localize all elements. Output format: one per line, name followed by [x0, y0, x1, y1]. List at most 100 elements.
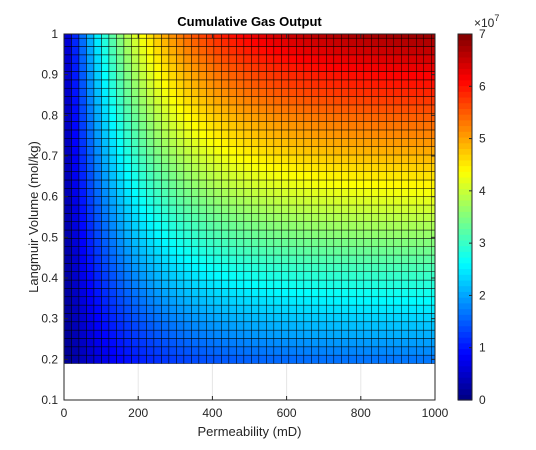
heatmap-cell: [63, 179, 72, 189]
heatmap-cell: [63, 338, 72, 348]
heatmap-cell: [116, 104, 125, 114]
heatmap-cell: [281, 204, 290, 214]
heatmap-cell: [393, 196, 402, 206]
heatmap-cell: [198, 254, 207, 264]
heatmap-cell: [138, 33, 147, 39]
heatmap-cell: [213, 221, 222, 231]
heatmap-cell: [191, 37, 200, 47]
heatmap-cell: [311, 288, 320, 298]
heatmap-cell: [311, 104, 320, 114]
heatmap-cell: [228, 113, 237, 122]
heatmap-cell: [108, 87, 117, 97]
heatmap-cell: [63, 279, 72, 289]
heatmap-cell: [296, 229, 305, 239]
heatmap-cell: [378, 204, 387, 214]
heatmap-cell: [138, 79, 147, 89]
heatmap-cell: [311, 279, 320, 289]
heatmap-cell: [78, 171, 87, 181]
heatmap-cell: [303, 188, 312, 197]
heatmap-cell: [86, 229, 95, 239]
heatmap-cell: [356, 313, 365, 323]
x-tick-label: 400: [202, 406, 222, 420]
heatmap-cell: [393, 96, 402, 106]
heatmap-cell: [168, 204, 177, 214]
heatmap-cell: [311, 163, 320, 172]
heatmap-cell: [333, 163, 342, 172]
heatmap-cell: [228, 263, 237, 272]
heatmap-cell: [138, 71, 147, 81]
heatmap-cell: [198, 213, 207, 222]
heatmap-cell: [288, 321, 297, 331]
heatmap-cell: [78, 213, 87, 222]
heatmap-cell: [431, 179, 436, 189]
heatmap-cell: [168, 313, 177, 323]
heatmap-cell: [101, 313, 110, 323]
heatmap-cell: [273, 113, 282, 122]
heatmap-cell: [123, 104, 132, 114]
heatmap-cell: [296, 271, 305, 281]
heatmap-cell: [183, 338, 192, 348]
heatmap-cell: [401, 54, 410, 64]
heatmap-cell: [191, 71, 200, 81]
heatmap-cell: [198, 196, 207, 206]
heatmap-cell: [131, 163, 140, 172]
heatmap-cell: [101, 71, 110, 81]
heatmap-cell: [71, 204, 80, 214]
heatmap-cell: [378, 33, 387, 39]
heatmap-cell: [168, 329, 177, 339]
heatmap-cell: [228, 329, 237, 339]
heatmap-cell: [176, 179, 185, 189]
heatmap-cell: [371, 121, 380, 131]
heatmap-cell: [318, 304, 327, 314]
heatmap-cell: [401, 246, 410, 256]
heatmap-cell: [378, 346, 387, 356]
heatmap-cell: [213, 171, 222, 181]
heatmap-cell: [213, 304, 222, 314]
heatmap-cell: [281, 46, 290, 56]
heatmap-cell: [326, 338, 335, 348]
heatmap-cell: [228, 138, 237, 147]
heatmap-cell: [326, 188, 335, 197]
heatmap-cell: [386, 62, 395, 72]
heatmap-cell: [176, 246, 185, 256]
heatmap-cell: [431, 246, 436, 256]
heatmap-cell: [78, 271, 87, 281]
heatmap-cell: [423, 96, 432, 106]
heatmap-cell: [423, 221, 432, 231]
heatmap-cell: [101, 179, 110, 189]
heatmap-cell: [153, 229, 162, 239]
heatmap-cell: [191, 96, 200, 106]
heatmap-cell: [153, 104, 162, 114]
heatmap-cell: [326, 37, 335, 47]
heatmap-cell: [266, 171, 275, 181]
heatmap-cell: [273, 71, 282, 81]
heatmap-cell: [101, 288, 110, 298]
heatmap-cell: [266, 313, 275, 323]
heatmap-cell: [273, 338, 282, 348]
heatmap-cell: [258, 229, 267, 239]
heatmap-cell: [86, 313, 95, 323]
heatmap-cell: [371, 33, 380, 39]
heatmap-cell: [326, 229, 335, 239]
heatmap-cell: [168, 146, 177, 156]
heatmap-cell: [281, 213, 290, 222]
heatmap-cell: [236, 33, 245, 39]
heatmap-cell: [131, 71, 140, 81]
heatmap-cell: [168, 62, 177, 72]
heatmap-cell: [288, 354, 297, 364]
heatmap-cell: [116, 163, 125, 172]
heatmap-cell: [386, 188, 395, 197]
heatmap-cell: [371, 62, 380, 72]
heatmap-cell: [363, 196, 372, 206]
heatmap-cell: [198, 179, 207, 189]
heatmap-cell: [191, 146, 200, 156]
heatmap-cell: [356, 87, 365, 97]
heatmap-cell: [318, 96, 327, 106]
heatmap-cell: [363, 229, 372, 239]
heatmap-cell: [138, 154, 147, 164]
heatmap-cell: [108, 79, 117, 89]
heatmap-cell: [221, 188, 230, 197]
heatmap-cell: [206, 271, 215, 281]
heatmap-cell: [243, 271, 252, 281]
heatmap-cell: [123, 213, 132, 222]
